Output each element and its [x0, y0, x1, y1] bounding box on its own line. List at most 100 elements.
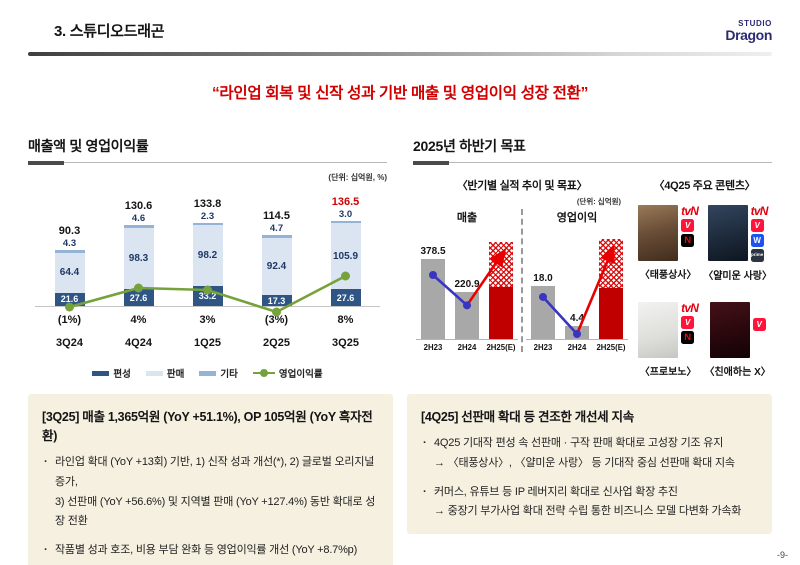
bar-segment-편성: 21.6	[54, 292, 85, 307]
stacked-bar: 27.6 105.9	[330, 221, 361, 307]
mini-group-title: 영업이익	[556, 212, 598, 225]
stacked-bar: 27.6 98.3	[123, 225, 154, 307]
mini-x-label-2H23: 2H23	[423, 343, 443, 353]
content-row: tvN V N	[637, 301, 699, 359]
legend-label: 편성	[113, 369, 131, 381]
op-margin-label-3Q25: 8%	[337, 314, 354, 327]
right-section-title: 2025년 하반기 목표	[413, 136, 772, 165]
bar-segment-판매: 64.4	[54, 252, 85, 293]
quarter-label-1Q25: 1Q25	[194, 337, 221, 350]
platform-logos: tvN V N	[681, 301, 699, 345]
content-item: V 〈친애하는 X〉	[703, 302, 772, 378]
bar-segment-기타	[54, 250, 85, 253]
quarter-label-3Q24: 3Q24	[56, 337, 83, 350]
left-section-title: 매출액 및 영업이익률	[28, 136, 387, 165]
content-item: tvN V N 〈프로보노〉	[637, 302, 699, 378]
bullet-line: → 중장기 부가사업 확대 전략 수립 통한 비즈니스 모델 다변화 가속화	[434, 505, 742, 518]
bullet-line: 라인업 확대 (YoY +13회) 기반, 1) 신작 성과 개선(*), 2)…	[55, 456, 375, 488]
box-title: [4Q25] 선판매 확대 등 견조한 개선세 지속	[421, 410, 634, 425]
total-value: 130.6	[124, 200, 153, 213]
stacked-bar: 21.6 64.4	[54, 250, 85, 307]
mini-bar-2H23	[531, 286, 555, 340]
other-segment-value: 3.0	[338, 209, 353, 221]
legend-label: 영업이익률	[278, 369, 323, 381]
mini-x-labels: 2H23 2H24 2H25(E)	[416, 343, 518, 352]
bullet-line: 작품별 성과 호조, 비용 부담 완화 등 영업이익률 개선 (YoY +8.7…	[55, 544, 358, 557]
bar-group-3Q25: 27.6 105.9 3.0 136.5	[311, 196, 380, 307]
quarter-label-3Q25: 3Q25	[332, 337, 359, 350]
bar-segment-기타	[261, 235, 292, 239]
platform-logos: V	[752, 302, 766, 332]
half-year-chart-panel: 〈반기별 실적 추이 및 목표〉 (단위: 십억원) 매출 378.5 220.9 2…	[413, 173, 631, 378]
contents-title: 〈4Q25 주요 콘텐츠〉	[653, 180, 756, 193]
other-segment-value: 4.6	[131, 213, 146, 225]
box-bullet: 커머스, 유튜브 등 IP 레버지리 확대로 신사업 확장 추진 → 중장기 부가…	[421, 483, 758, 523]
total-value: 133.8	[193, 197, 222, 210]
tvn-logo: tvN	[750, 204, 769, 219]
poster-caption: 〈친애하는 X〉	[704, 367, 771, 379]
mini-x-label-2H24: 2H24	[567, 343, 587, 353]
bullet-line: 커머스, 유튜브 등 IP 레버지리 확대로 신사업 확장 추진	[434, 485, 678, 498]
total-value: 136.5	[331, 196, 360, 209]
poster-caption: 〈얄미운 사랑〉	[703, 271, 772, 283]
poster-caption: 〈태풍상사〉	[639, 270, 697, 282]
mini-bar-charts: 매출 378.5 220.9 2H23 2H24 2H25(E) 영업이익 18.0 4.4 2H…	[413, 209, 631, 353]
summary-boxes: [3Q25] 매출 1,365억원 (YoY +51.1%), OP 105억원…	[28, 394, 772, 565]
mini-chart-title: 〈반기별 실적 추이 및 목표〉	[456, 180, 588, 193]
tvn-logo: tvN	[681, 301, 699, 316]
legend-item-편성: 편성	[92, 366, 131, 381]
mini-bar-value: 18.0	[533, 273, 553, 285]
tving-logo: V	[681, 219, 695, 233]
mini-bar-2H23	[421, 259, 445, 340]
legend-swatch	[92, 370, 110, 376]
legend-item-영업이익률: 영업이익률	[252, 366, 323, 381]
logo-studio-text: STUDIO	[738, 19, 772, 28]
mini-plot-매출: 378.5 220.9	[416, 228, 518, 341]
bullet-line: 3) 선판매 (YoY +56.6%) 및 지역별 판매 (YoY +127.4…	[55, 495, 376, 528]
header: 3. 스튜디오드래곤 STUDIO Dragon	[0, 0, 800, 57]
mini-x-label-2H23: 2H23	[533, 343, 553, 353]
content-row: V	[703, 302, 772, 359]
op-margin-label-2Q25: (3%)	[264, 314, 289, 327]
stacked-bar: 17.3 92.4	[261, 235, 292, 307]
platform-logos: tvN V N	[681, 205, 699, 248]
box-bullet: 작품별 성과 호조, 비용 부담 완화 등 영업이익률 개선 (YoY +8.7…	[42, 541, 379, 561]
netflix-logo: N	[681, 234, 695, 248]
legend-item-판매: 판매	[145, 366, 184, 380]
mini-group-매출: 매출 378.5 220.9 2H23 2H24 2H25(E)	[413, 209, 521, 352]
mini-bar-target-solid	[599, 287, 623, 340]
bar-segment-판매: 105.9	[330, 223, 361, 289]
mini-x-labels: 2H23 2H24 2H25(E)	[526, 343, 628, 352]
legend-swatch	[199, 370, 217, 376]
tving-logo: V	[750, 219, 764, 233]
mini-bar-value: 378.5	[420, 246, 446, 258]
bar-group-4Q24: 27.6 98.3 4.6 130.6	[104, 200, 173, 307]
bullet-line: → 〈태풍상사〉, 〈얄미운 사랑〉 등 기대작 중심 선판매 확대 지속	[434, 456, 735, 469]
mini-bar-value: 4.4	[570, 313, 584, 325]
mini-plot-영업이익: 18.0 4.4	[526, 228, 628, 341]
drama-poster	[709, 302, 750, 359]
bar-segment-판매: 92.4	[261, 238, 292, 296]
stacked-bar-chart: 21.6 64.4 4.3 90.3 27.6 98.3 4.6 130.6 33.2 98.2 2…	[35, 196, 380, 317]
bar-segment-편성: 27.6	[123, 288, 154, 307]
page-title: 3. 스튜디오드래곤	[54, 23, 165, 40]
summary-box-3q25: [3Q25] 매출 1,365억원 (YoY +51.1%), OP 105억원…	[28, 394, 393, 565]
bar-segment-편성: 33.2	[192, 285, 223, 307]
summary-box-4q25: [4Q25] 선판매 확대 등 견조한 개선세 지속 4Q25 기대작 편성 속 …	[407, 394, 772, 535]
bar-segment-판매: 98.3	[123, 228, 154, 289]
quarter-labels-row: 3Q24 4Q24 1Q25 2Q25 3Q25	[35, 337, 380, 349]
mini-x-label-2H25(E): 2H25(E)	[486, 343, 516, 353]
op-margin-label-4Q24: 4%	[130, 314, 147, 327]
other-segment-value: 4.3	[62, 238, 77, 250]
logo-dragon-text: Dragon	[725, 27, 772, 44]
quarter-label-4Q24: 4Q24	[125, 337, 152, 350]
bar-group-1Q25: 33.2 98.2 2.3 133.8	[173, 198, 242, 307]
bar-segment-편성: 17.3	[261, 295, 292, 307]
bar-segment-기타	[123, 225, 154, 229]
box-bullet: 4Q25 기대작 편성 속 선판매 · 구작 판매 확대로 고성장 기조 유지 →…	[421, 434, 758, 474]
stacked-bar: 33.2 98.2	[192, 222, 223, 307]
